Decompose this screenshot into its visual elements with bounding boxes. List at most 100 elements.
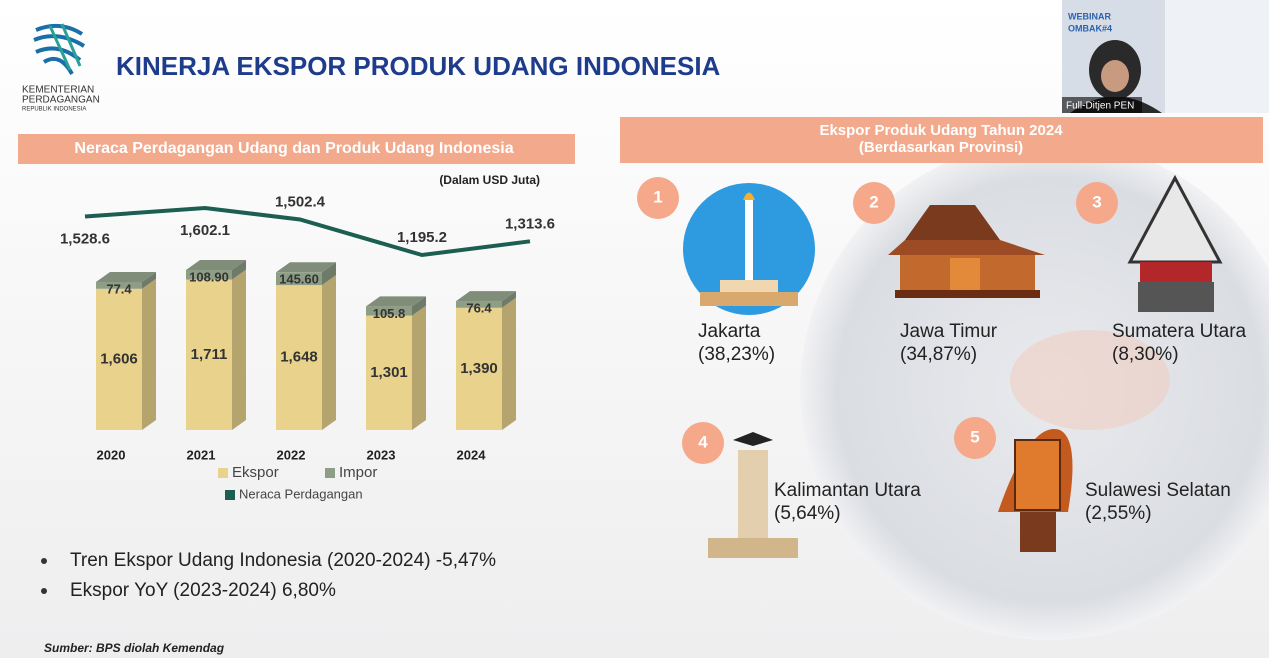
bar-segment xyxy=(96,282,142,289)
province-share: (38,23%) xyxy=(698,344,775,365)
rank-badge xyxy=(1076,182,1118,224)
x-tick-label: 2020 xyxy=(97,447,126,462)
province-share: (2,55%) xyxy=(1085,503,1152,524)
bar-top xyxy=(276,262,336,273)
org-name: REPUBLIK INDONESIA xyxy=(22,107,86,113)
rank-number: 5 xyxy=(970,427,979,446)
province-list: 1 Jakarta(38,23%) 2 Jawa Timur(34,87%) 3 Suma… xyxy=(637,177,1247,524)
rank-badge xyxy=(954,417,996,459)
bar-segment xyxy=(456,301,502,308)
bar-segment xyxy=(366,315,412,430)
name-tag-bg xyxy=(1062,97,1142,113)
bar-segment-side xyxy=(502,291,516,308)
bullet: Ekspor YoY (2023-2024) 6,80% xyxy=(70,580,336,601)
tongkonan-icon xyxy=(998,429,1073,552)
line xyxy=(84,205,531,258)
x-tick-label: 2022 xyxy=(277,447,306,462)
legend-swatch xyxy=(218,468,228,478)
bar-top xyxy=(186,260,246,270)
bar-segment xyxy=(276,285,322,430)
event-name: WEBINAR xyxy=(1068,11,1111,21)
bullet: Tren Ekspor Udang Indonesia (2020-2024) … xyxy=(70,550,496,571)
chart-header xyxy=(18,134,575,164)
x-tick-label: 2021 xyxy=(187,447,216,462)
monas-icon xyxy=(683,183,815,315)
data-label: 1,606 xyxy=(100,350,138,367)
line-label: 1,528.6 xyxy=(60,230,110,247)
chart-title: Neraca Perdagangan Udang dan Produk Udan… xyxy=(74,140,513,157)
legend-label: Neraca Perdagangan xyxy=(239,486,363,501)
bar-segment-side xyxy=(142,278,156,430)
province-name: Kalimantan Utara xyxy=(774,480,921,501)
data-label: 1,301 xyxy=(370,364,408,381)
bar-segment xyxy=(456,307,502,430)
bar-segment-side xyxy=(322,275,336,430)
data-label: 105.8 xyxy=(373,306,406,321)
legend-swatch xyxy=(325,468,335,478)
bar-segment-side xyxy=(502,297,516,430)
legend-label: Ekspor xyxy=(232,464,279,481)
participant-name: Full-Ditjen PEN xyxy=(1066,101,1134,112)
province-name: Jawa Timur xyxy=(900,321,998,342)
plate-decoration xyxy=(1010,330,1170,430)
bar-segment xyxy=(186,279,232,430)
bullet-dot xyxy=(41,588,47,594)
person-face xyxy=(1101,60,1129,92)
org-name: PERDAGANGAN xyxy=(22,95,100,106)
rank-number: 3 xyxy=(1092,192,1101,211)
slide-title: KINERJA EKSPOR PRODUK UDANG INDONESIA xyxy=(116,51,721,81)
data-label: 1,390 xyxy=(460,360,498,377)
bar-segment-side xyxy=(412,296,426,316)
rank-number: 1 xyxy=(653,187,662,206)
webcam: WEBINAR OMBAK#4 Full-Ditjen PEN xyxy=(1062,0,1269,113)
line-label: 1,313.6 xyxy=(505,215,555,232)
bar-segment xyxy=(186,270,232,280)
legend-swatch xyxy=(225,490,235,500)
bar-segment-side xyxy=(232,260,246,280)
event-name: OMBAK#4 xyxy=(1068,23,1112,33)
province-share: (5,64%) xyxy=(774,503,841,524)
bar-segment-side xyxy=(322,262,336,286)
bar-segment-side xyxy=(142,272,156,289)
province-name: Sumatera Utara xyxy=(1112,321,1247,342)
legend-label: Impor xyxy=(339,464,377,481)
x-tick-label: 2023 xyxy=(367,447,396,462)
data-label: 1,648 xyxy=(280,349,318,366)
webcam-backdrop xyxy=(1165,0,1269,113)
line-label: 1,502.4 xyxy=(275,193,326,210)
bullet-dot xyxy=(41,558,47,564)
data-label: 145.60 xyxy=(279,272,319,287)
source: Sumber: BPS diolah Kemendag xyxy=(44,641,225,655)
bar-segment xyxy=(276,272,322,286)
monument-icon xyxy=(708,432,798,558)
chart: 1,606 77.4 2020 1,711 108.90 2021 1,648 145.60 2… xyxy=(60,193,555,501)
bar-top xyxy=(456,291,516,302)
line-label: 1,602.1 xyxy=(180,222,230,239)
chart-subtitle: (Dalam USD Juta) xyxy=(439,173,540,187)
province-share: (8,30%) xyxy=(1112,344,1179,365)
panel-title: (Berdasarkan Provinsi) xyxy=(859,139,1023,156)
rank-number: 4 xyxy=(698,432,708,451)
x-tick-label: 2024 xyxy=(457,447,487,462)
bar-segment xyxy=(96,288,142,430)
bar-segment-side xyxy=(412,305,426,430)
data-label: 77.4 xyxy=(106,281,132,296)
bar-segment-side xyxy=(232,269,246,430)
batak-house-icon xyxy=(1127,174,1223,312)
province-name: Jakarta xyxy=(698,321,761,342)
data-label: 108.90 xyxy=(189,269,229,284)
rank-number: 2 xyxy=(869,192,878,211)
bar-top xyxy=(366,296,426,307)
data-label: 1,711 xyxy=(191,346,228,363)
joglo-icon xyxy=(888,205,1045,298)
panel-header xyxy=(620,117,1263,163)
panel-title: Ekspor Produk Udang Tahun 2024 xyxy=(819,122,1063,139)
data-label: 76.4 xyxy=(466,301,492,316)
rank-badge xyxy=(853,182,895,224)
logo: KEMENTERIAN PERDAGANGAN REPUBLIK INDONES… xyxy=(22,23,100,113)
line-label: 1,195.2 xyxy=(397,229,447,246)
province-name: Sulawesi Selatan xyxy=(1085,480,1231,501)
bar-top xyxy=(96,272,156,283)
province-share: (34,87%) xyxy=(900,344,977,365)
